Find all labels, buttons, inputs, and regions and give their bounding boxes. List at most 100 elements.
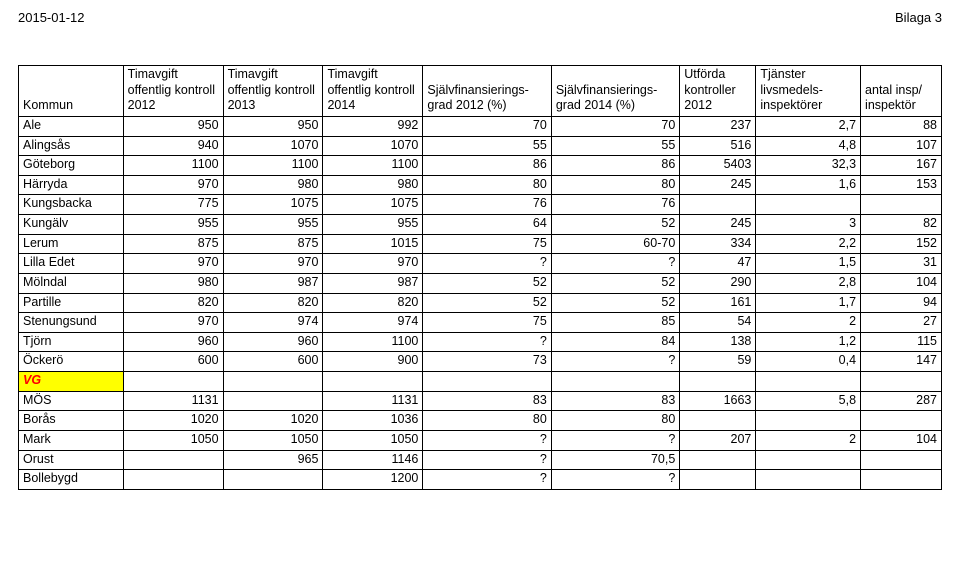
cell-value: 80 bbox=[423, 411, 551, 431]
table-row: Tjörn9609601100?841381,2115 bbox=[19, 332, 942, 352]
cell-value: ? bbox=[423, 254, 551, 274]
cell-value bbox=[123, 470, 223, 490]
cell-value bbox=[756, 195, 861, 215]
cell-value: 1050 bbox=[223, 430, 323, 450]
cell-value: 86 bbox=[423, 156, 551, 176]
cell-value: 237 bbox=[680, 116, 756, 136]
table-row: Kungälv9559559556452245382 bbox=[19, 215, 942, 235]
cell-value: 875 bbox=[123, 234, 223, 254]
cell-value: 900 bbox=[323, 352, 423, 372]
cell-value: 76 bbox=[551, 195, 679, 215]
cell-value: 980 bbox=[123, 273, 223, 293]
cell-value: 1,2 bbox=[756, 332, 861, 352]
table-row: Göteborg1100110011008686540332,3167 bbox=[19, 156, 942, 176]
cell-value: 980 bbox=[223, 175, 323, 195]
cell-value: 83 bbox=[423, 391, 551, 411]
col-header-6: Utförda kontroller 2012 bbox=[680, 66, 756, 117]
cell-value: 1070 bbox=[223, 136, 323, 156]
cell-value: 107 bbox=[861, 136, 942, 156]
cell-value: 52 bbox=[423, 293, 551, 313]
cell-value: 1100 bbox=[123, 156, 223, 176]
cell-value: 955 bbox=[223, 215, 323, 235]
cell-value bbox=[861, 450, 942, 470]
cell-value: ? bbox=[423, 430, 551, 450]
cell-value: 820 bbox=[123, 293, 223, 313]
cell-kommun: Göteborg bbox=[19, 156, 124, 176]
cell-value: 52 bbox=[423, 273, 551, 293]
cell-value: 960 bbox=[223, 332, 323, 352]
table-row: Orust9651146?70,5 bbox=[19, 450, 942, 470]
cell-value: 970 bbox=[123, 254, 223, 274]
table-row: Kungsbacka775107510757676 bbox=[19, 195, 942, 215]
cell-value: 1131 bbox=[123, 391, 223, 411]
cell-value: 152 bbox=[861, 234, 942, 254]
cell-value: 2,2 bbox=[756, 234, 861, 254]
table-row: Bollebygd1200?? bbox=[19, 470, 942, 490]
cell-value bbox=[861, 411, 942, 431]
cell-value: 1015 bbox=[323, 234, 423, 254]
col-header-1: Timavgift offentlig kontroll 2012 bbox=[123, 66, 223, 117]
cell-kommun: Öckerö bbox=[19, 352, 124, 372]
cell-value: ? bbox=[423, 450, 551, 470]
date-top-left: 2015-01-12 bbox=[18, 10, 85, 25]
table-row: Öckerö60060090073?590,4147 bbox=[19, 352, 942, 372]
cell-value: 2 bbox=[756, 430, 861, 450]
cell-value: 60-70 bbox=[551, 234, 679, 254]
cell-value: 2,8 bbox=[756, 273, 861, 293]
cell-value bbox=[123, 450, 223, 470]
cell-value: 1,5 bbox=[756, 254, 861, 274]
cell-value bbox=[323, 372, 423, 392]
cell-value: 82 bbox=[861, 215, 942, 235]
cell-value: 147 bbox=[861, 352, 942, 372]
cell-value: 55 bbox=[551, 136, 679, 156]
cell-value: 992 bbox=[323, 116, 423, 136]
cell-value: 5,8 bbox=[756, 391, 861, 411]
cell-kommun: MÖS bbox=[19, 391, 124, 411]
cell-value: 104 bbox=[861, 273, 942, 293]
cell-value: 600 bbox=[123, 352, 223, 372]
table-row: Alingsås9401070107055555164,8107 bbox=[19, 136, 942, 156]
cell-value: 600 bbox=[223, 352, 323, 372]
cell-value: 86 bbox=[551, 156, 679, 176]
table-row: MÖS11311131838316635,8287 bbox=[19, 391, 942, 411]
cell-value: 70 bbox=[551, 116, 679, 136]
cell-value bbox=[223, 470, 323, 490]
cell-value: 1070 bbox=[323, 136, 423, 156]
cell-value: 167 bbox=[861, 156, 942, 176]
cell-value: 32,3 bbox=[756, 156, 861, 176]
cell-value: 47 bbox=[680, 254, 756, 274]
cell-value: 75 bbox=[423, 234, 551, 254]
cell-value: 64 bbox=[423, 215, 551, 235]
cell-value: 820 bbox=[223, 293, 323, 313]
cell-value: 334 bbox=[680, 234, 756, 254]
cell-value: 955 bbox=[123, 215, 223, 235]
table-row: Ale95095099270702372,788 bbox=[19, 116, 942, 136]
cell-value: 31 bbox=[861, 254, 942, 274]
cell-kommun: Mölndal bbox=[19, 273, 124, 293]
col-header-8: antal insp/ inspektör bbox=[861, 66, 942, 117]
cell-value: 153 bbox=[861, 175, 942, 195]
cell-value bbox=[756, 470, 861, 490]
cell-value: 980 bbox=[323, 175, 423, 195]
cell-kommun: Lilla Edet bbox=[19, 254, 124, 274]
col-header-3: Timavgift offentlig kontroll 2014 bbox=[323, 66, 423, 117]
col-header-2: Timavgift offentlig kontroll 2013 bbox=[223, 66, 323, 117]
cell-kommun: Mark bbox=[19, 430, 124, 450]
cell-value: 1100 bbox=[323, 156, 423, 176]
cell-value: 52 bbox=[551, 293, 679, 313]
cell-value: 1020 bbox=[123, 411, 223, 431]
cell-value: 974 bbox=[223, 313, 323, 333]
cell-value: 1,7 bbox=[756, 293, 861, 313]
col-header-7: Tjänster livsmedels-inspektörer bbox=[756, 66, 861, 117]
cell-value: 88 bbox=[861, 116, 942, 136]
cell-value: 115 bbox=[861, 332, 942, 352]
table-row: VG bbox=[19, 372, 942, 392]
cell-value: 5403 bbox=[680, 156, 756, 176]
cell-value: 970 bbox=[323, 254, 423, 274]
table-row: Partille82082082052521611,794 bbox=[19, 293, 942, 313]
cell-kommun: VG bbox=[19, 372, 124, 392]
cell-value: 1100 bbox=[223, 156, 323, 176]
cell-value: 94 bbox=[861, 293, 942, 313]
cell-value: 1200 bbox=[323, 470, 423, 490]
cell-value: 104 bbox=[861, 430, 942, 450]
